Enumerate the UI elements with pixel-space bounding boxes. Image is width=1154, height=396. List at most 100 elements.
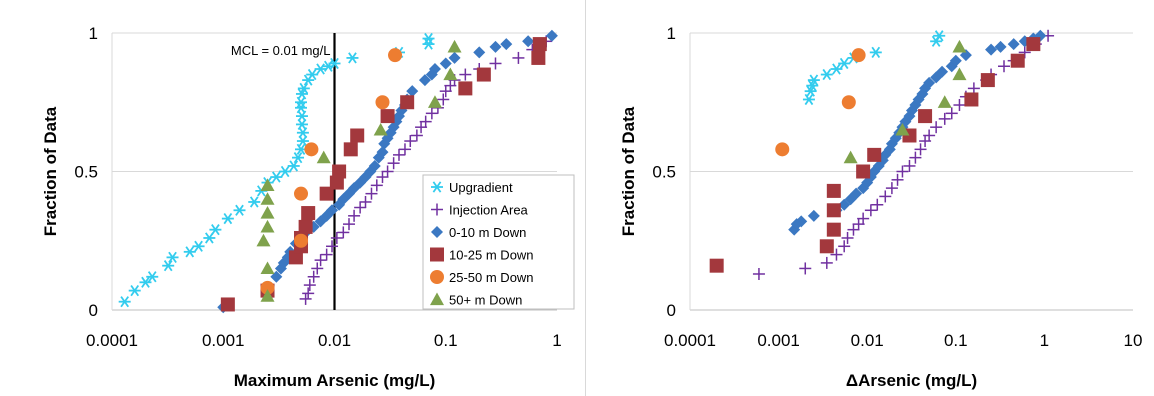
right-point-injection-area xyxy=(838,240,851,253)
right-point-upgradient-stroke xyxy=(822,68,832,81)
right-point-0-10-m-down xyxy=(850,187,863,200)
left-point-upgradient-stroke xyxy=(293,152,303,164)
left-point-injection-area xyxy=(387,157,400,170)
right-point-upgradient xyxy=(807,74,820,86)
left-legend-box xyxy=(422,174,575,310)
left-point-injection-area xyxy=(425,107,438,120)
left-point-50-m-down xyxy=(260,178,275,191)
left-point-upgradient-stroke xyxy=(296,143,306,155)
right-point-upgradient-stroke xyxy=(839,57,849,70)
right-point-upgradient xyxy=(869,46,882,59)
left-point-upgradient-stroke xyxy=(289,160,299,172)
left-point-injection-area xyxy=(489,57,502,70)
right-point-10-25-m-down xyxy=(856,164,871,179)
left-series-25-50-m-down xyxy=(260,48,403,295)
right-point-injection-area xyxy=(752,267,765,280)
left-point-upgradient xyxy=(166,251,179,263)
left-x-tick-label: 0.01 xyxy=(318,331,351,350)
left-point-injection-area xyxy=(311,262,324,275)
left-point-upgradient xyxy=(209,224,222,236)
left-legend-label-upgradient: Upgradient xyxy=(449,180,513,195)
right-point-injection-area xyxy=(967,82,980,95)
left-point-injection-area xyxy=(342,218,355,231)
right-point-0-10-m-down xyxy=(838,198,851,211)
right-y-axis-title: Fraction of Data xyxy=(619,106,638,236)
left-point-upgradient-stroke xyxy=(120,296,130,308)
right-x-tick-label: 0.1 xyxy=(944,331,968,350)
right-point-injection-area xyxy=(909,151,922,164)
right-point-10-25-m-down xyxy=(826,222,841,237)
left-point-10-25-m-down xyxy=(343,142,358,157)
right-point-injection-area xyxy=(871,198,884,211)
left-point-upgradient xyxy=(346,52,359,64)
right-point-10-25-m-down xyxy=(1026,37,1041,52)
left-legend-marker-50-m-down xyxy=(430,292,444,306)
right-point-0-10-m-down xyxy=(916,87,929,100)
right-point-50-m-down xyxy=(937,95,952,108)
left-point-0-10-m-down xyxy=(500,38,513,51)
left-legend-marker-10-25-m-down xyxy=(430,247,444,262)
left-point-upgradient-stroke xyxy=(307,68,317,81)
left-legend-marker-upgradient-stroke xyxy=(432,181,442,193)
right-point-injection-area xyxy=(896,165,909,178)
right-point-0-10-m-down xyxy=(889,132,902,145)
right-series-25-50-m-down xyxy=(775,48,866,157)
right-point-upgradient-stroke xyxy=(809,74,819,86)
right-point-injection-area xyxy=(820,256,833,269)
left-point-injection-area xyxy=(337,226,350,239)
left-point-10-25-m-down xyxy=(220,297,235,312)
left-point-25-50-m-down xyxy=(388,48,403,63)
left-point-injection-area xyxy=(419,115,432,128)
left-point-upgradient xyxy=(139,276,152,288)
left-point-50-m-down xyxy=(260,261,275,275)
left-point-injection-area xyxy=(376,171,389,184)
right-point-injection-area xyxy=(830,248,843,261)
left-x-tick-label: 0.0001 xyxy=(86,331,138,350)
left-point-injection-area xyxy=(330,231,343,244)
left-point-upgradient-stroke xyxy=(424,32,433,45)
right-point-upgradient-stroke xyxy=(832,63,841,75)
right-point-0-10-m-down xyxy=(949,54,962,67)
left-point-injection-area xyxy=(359,195,372,208)
left-point-upgradient xyxy=(203,232,216,244)
left-series-10-25-m-down xyxy=(220,37,547,312)
right-point-0-10-m-down xyxy=(912,93,925,106)
left-x-tick-label: 0.1 xyxy=(434,331,458,350)
right-point-10-25-m-down xyxy=(819,239,834,254)
left-point-injection-area xyxy=(512,51,525,64)
right-point-10-25-m-down xyxy=(918,109,933,124)
left-point-50-m-down xyxy=(260,219,275,233)
right-point-25-50-m-down xyxy=(851,48,866,63)
chart-max-arsenic: 0 0.5 1 0.0001 0.001 0.01 0.1 1 Maximum Arsenic … xyxy=(41,24,575,390)
left-point-upgradient xyxy=(192,240,205,252)
right-point-50-m-down xyxy=(952,67,967,81)
right-point-injection-area xyxy=(885,182,898,195)
left-point-injection-area xyxy=(354,201,367,214)
left-point-0-10-m-down xyxy=(326,204,339,217)
right-point-injection-area xyxy=(914,143,927,156)
right-point-injection-area xyxy=(1018,46,1031,59)
left-point-10-25-m-down xyxy=(350,128,365,143)
left-point-50-m-down xyxy=(316,150,331,164)
right-point-injection-area xyxy=(930,121,943,134)
left-point-50-m-down xyxy=(443,67,458,81)
left-point-upgradient xyxy=(146,271,159,283)
right-point-upgradient-stroke xyxy=(934,30,944,42)
right-x-tick-label: 1 xyxy=(1040,331,1049,350)
left-point-25-50-m-down xyxy=(304,142,319,157)
right-x-tick-label: 10 xyxy=(1124,331,1143,350)
right-point-upgradient xyxy=(933,30,946,42)
left-legend-label-10-25-m-down: 10-25 m Down xyxy=(449,248,534,263)
left-point-upgradient xyxy=(297,82,310,95)
right-point-0-10-m-down xyxy=(923,76,936,89)
left-point-upgradient-stroke xyxy=(141,276,150,288)
right-point-injection-area xyxy=(938,112,951,125)
left-point-10-25-m-down xyxy=(532,37,547,52)
left-legend-marker-25-50-m-down xyxy=(430,270,444,284)
left-point-upgradient-stroke xyxy=(194,240,203,252)
right-point-25-50-m-down xyxy=(775,142,790,157)
left-point-50-m-down xyxy=(256,233,271,247)
left-point-injection-area xyxy=(348,209,361,222)
left-legend-label-50-m-down: 50+ m Down xyxy=(449,293,522,308)
left-point-upgradient xyxy=(287,160,300,172)
